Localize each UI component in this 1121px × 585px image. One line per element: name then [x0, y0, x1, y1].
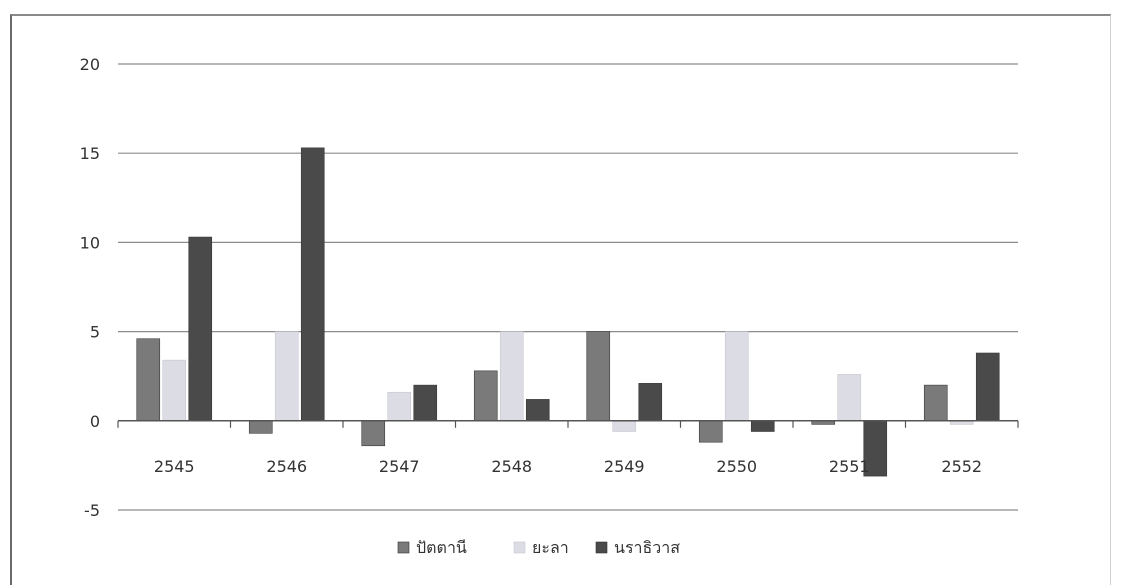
x-tick-label: 2551 [829, 457, 870, 476]
x-tick-label: 2545 [154, 457, 195, 476]
bar [162, 359, 187, 422]
bar [300, 147, 325, 422]
gridlines [118, 63, 1018, 511]
chart-border [10, 14, 1111, 585]
bar [586, 331, 611, 422]
y-tick-label: 5 [90, 323, 100, 342]
bar [923, 384, 948, 422]
bar [612, 420, 637, 432]
bar [274, 331, 299, 422]
bar [750, 420, 775, 432]
y-tick-label: -5 [84, 501, 100, 520]
legend-swatch [595, 541, 608, 554]
y-axis-ticks: -5 0 5 10 15 20 [80, 55, 100, 520]
bar [387, 391, 412, 422]
bar [724, 331, 749, 422]
bar [837, 374, 862, 422]
bar [473, 370, 498, 422]
x-tick-label: 2546 [266, 457, 307, 476]
bar [525, 399, 550, 422]
y-tick-label: 0 [90, 412, 100, 431]
bar [499, 331, 524, 422]
x-tick-label: 2548 [491, 457, 532, 476]
y-tick-label: 20 [80, 55, 100, 74]
bar [413, 384, 438, 422]
bar [361, 420, 386, 447]
x-axis-ticks: 2545 2546 2547 2548 2549 2550 2551 2552 [154, 457, 982, 476]
bar [698, 420, 723, 443]
y-tick-label: 10 [80, 233, 100, 252]
x-tick-label: 2552 [941, 457, 982, 476]
legend-label: ปัตตานี [416, 538, 467, 557]
bars [136, 147, 1000, 477]
bar [188, 236, 213, 422]
y-tick-label: 15 [80, 144, 100, 163]
x-tick-label: 2549 [604, 457, 645, 476]
bar [975, 352, 1000, 422]
legend: ปัตตานี ยะลา นราธิวาส [397, 538, 680, 557]
legend-swatch [397, 541, 410, 554]
legend-swatch [513, 541, 526, 554]
legend-label: นราธิวาส [614, 538, 680, 557]
legend-label: ยะลา [532, 538, 569, 557]
x-tick-label: 2550 [716, 457, 757, 476]
bar [248, 420, 273, 434]
x-axis [117, 420, 1019, 428]
x-tick-label: 2547 [379, 457, 420, 476]
bar [638, 383, 663, 422]
bar [136, 338, 161, 422]
